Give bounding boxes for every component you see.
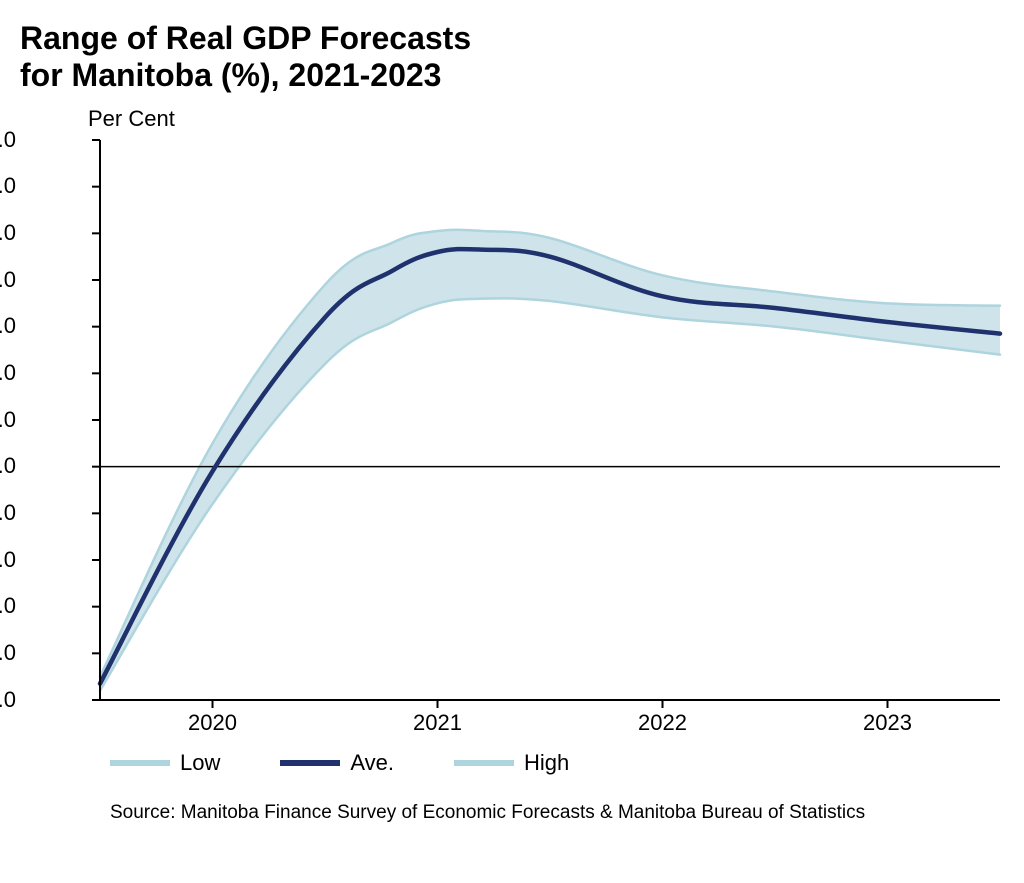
y-tick-label: -5.0 (0, 687, 16, 713)
chart-svg (100, 140, 1000, 700)
y-tick-label: -3.0 (0, 593, 16, 619)
y-tick-label: 4.0 (0, 267, 16, 293)
x-tick-label: 2022 (638, 710, 687, 736)
chart-title: Range of Real GDP Forecasts for Manitoba… (20, 20, 1004, 94)
title-line-1: Range of Real GDP Forecasts (20, 20, 471, 56)
gdp-forecast-chart: Range of Real GDP Forecasts for Manitoba… (20, 20, 1004, 863)
legend-swatch (110, 760, 170, 766)
y-tick-label: 1.0 (0, 407, 16, 433)
source-text: Source: Manitoba Finance Survey of Econo… (110, 802, 1004, 824)
y-tick-label: 3.0 (0, 313, 16, 339)
y-tick-label: 6.0 (0, 173, 16, 199)
legend-item: Ave. (280, 750, 394, 776)
low-line (100, 298, 1000, 690)
x-tick-label: 2023 (863, 710, 912, 736)
forecast-band (100, 229, 1000, 690)
legend-item: Low (110, 750, 220, 776)
y-tick-label: 0.0 (0, 453, 16, 479)
legend: Low Ave. High (110, 750, 1004, 776)
y-tick-label: -1.0 (0, 500, 16, 526)
y-tick-label: 7.0 (0, 127, 16, 153)
legend-label: High (524, 750, 569, 776)
x-tick-label: 2020 (188, 710, 237, 736)
plot-area: -5.0-4.0-3.0-2.0-1.00.01.02.03.04.05.06.… (30, 140, 1024, 700)
legend-item: High (454, 750, 569, 776)
legend-label: Ave. (350, 750, 394, 776)
y-tick-label: 2.0 (0, 360, 16, 386)
legend-swatch (280, 760, 340, 766)
x-tick-label: 2021 (413, 710, 462, 736)
legend-swatch (454, 760, 514, 766)
legend-label: Low (180, 750, 220, 776)
y-tick-label: 5.0 (0, 220, 16, 246)
title-line-2: for Manitoba (%), 2021-2023 (20, 57, 441, 93)
y-tick-label: -2.0 (0, 547, 16, 573)
y-tick-label: -4.0 (0, 640, 16, 666)
y-axis-title: Per Cent (88, 106, 1004, 132)
